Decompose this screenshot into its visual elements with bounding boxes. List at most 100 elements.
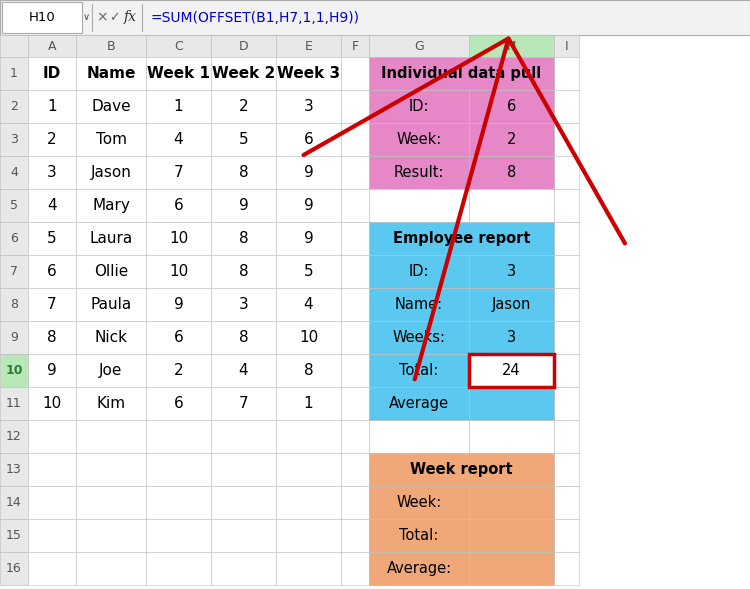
Text: ∨: ∨ — [82, 12, 89, 22]
Bar — [2, 2, 82, 33]
Bar — [146, 288, 211, 321]
Bar — [369, 321, 469, 354]
Bar — [28, 552, 76, 585]
Bar — [469, 354, 554, 387]
Bar — [28, 255, 76, 288]
Bar — [0, 387, 28, 420]
Text: Individual data pull: Individual data pull — [381, 66, 542, 81]
Text: ID:: ID: — [409, 99, 429, 114]
Text: 6: 6 — [173, 330, 183, 345]
Text: Nick: Nick — [94, 330, 128, 345]
Text: 6: 6 — [173, 198, 183, 213]
Bar — [0, 222, 28, 255]
Text: 7: 7 — [238, 396, 248, 411]
Bar — [369, 486, 469, 519]
Bar — [369, 57, 554, 90]
Bar — [0, 35, 28, 57]
Bar — [341, 222, 369, 255]
Text: Average: Average — [389, 396, 449, 411]
Bar — [28, 123, 76, 156]
Bar — [146, 123, 211, 156]
Bar — [469, 552, 554, 585]
Bar — [341, 57, 369, 90]
Bar — [0, 0, 750, 35]
Bar — [554, 189, 579, 222]
Text: Weeks:: Weeks: — [392, 330, 445, 345]
Bar — [28, 90, 76, 123]
Bar — [76, 189, 146, 222]
Text: 10: 10 — [298, 330, 318, 345]
Bar — [0, 519, 28, 552]
Bar — [0, 123, 28, 156]
Text: 9: 9 — [173, 297, 183, 312]
Text: Total:: Total: — [399, 363, 439, 378]
Bar — [469, 321, 554, 354]
Bar — [211, 420, 276, 453]
Text: 16: 16 — [6, 562, 22, 575]
Bar — [28, 453, 76, 486]
Bar — [211, 189, 276, 222]
Text: 3: 3 — [507, 330, 516, 345]
Bar — [554, 552, 579, 585]
Text: Laura: Laura — [89, 231, 133, 246]
Bar — [0, 453, 28, 486]
Bar — [554, 354, 579, 387]
Bar — [276, 486, 341, 519]
Bar — [76, 288, 146, 321]
Bar — [276, 321, 341, 354]
Text: Employee report: Employee report — [393, 231, 530, 246]
Text: 3: 3 — [507, 264, 516, 279]
Bar — [469, 453, 554, 486]
Text: Name: Name — [86, 66, 136, 81]
Text: Average:: Average: — [386, 561, 452, 576]
Text: C: C — [174, 39, 183, 52]
Bar — [276, 453, 341, 486]
Bar — [369, 288, 469, 321]
Text: 9: 9 — [10, 331, 18, 344]
Bar — [211, 156, 276, 189]
Bar — [469, 321, 554, 354]
Bar — [369, 519, 469, 552]
Bar — [469, 123, 554, 156]
Bar — [554, 288, 579, 321]
Bar — [469, 255, 554, 288]
Bar — [146, 189, 211, 222]
Bar — [211, 552, 276, 585]
Bar — [76, 57, 146, 90]
Bar — [469, 420, 554, 453]
Bar — [554, 453, 579, 486]
Bar — [369, 387, 469, 420]
Bar — [369, 189, 469, 222]
Text: Name:: Name: — [395, 297, 443, 312]
Bar — [146, 354, 211, 387]
Text: 10: 10 — [169, 264, 188, 279]
Bar — [276, 222, 341, 255]
Bar — [0, 90, 28, 123]
Text: 9: 9 — [304, 198, 313, 213]
Text: Week 1: Week 1 — [147, 66, 210, 81]
Bar — [76, 420, 146, 453]
Bar — [146, 486, 211, 519]
Text: 2: 2 — [507, 132, 516, 147]
Text: 1: 1 — [47, 99, 57, 114]
Bar — [469, 57, 554, 90]
Text: 1: 1 — [174, 99, 183, 114]
Text: B: B — [106, 39, 116, 52]
Bar — [369, 453, 554, 486]
Text: 8: 8 — [47, 330, 57, 345]
Bar — [276, 354, 341, 387]
Text: 8: 8 — [238, 330, 248, 345]
Bar — [369, 321, 469, 354]
Text: 7: 7 — [47, 297, 57, 312]
Bar — [76, 35, 146, 57]
Bar — [146, 387, 211, 420]
Bar — [0, 255, 28, 288]
Bar — [146, 552, 211, 585]
Bar — [469, 156, 554, 189]
Bar — [211, 387, 276, 420]
Bar — [211, 354, 276, 387]
Bar — [276, 255, 341, 288]
Bar — [0, 321, 28, 354]
Bar — [554, 387, 579, 420]
Bar — [369, 387, 469, 420]
